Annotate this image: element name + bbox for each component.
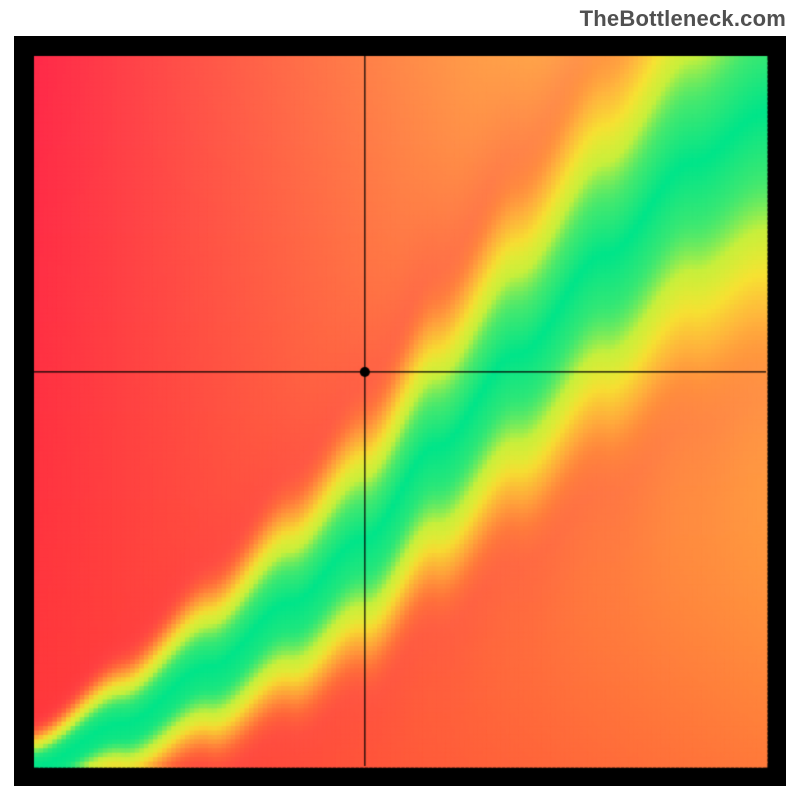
plot-frame (14, 36, 786, 786)
chart-container: TheBottleneck.com (0, 0, 800, 800)
watermark-text: TheBottleneck.com (580, 6, 786, 32)
heatmap-canvas (14, 36, 786, 786)
